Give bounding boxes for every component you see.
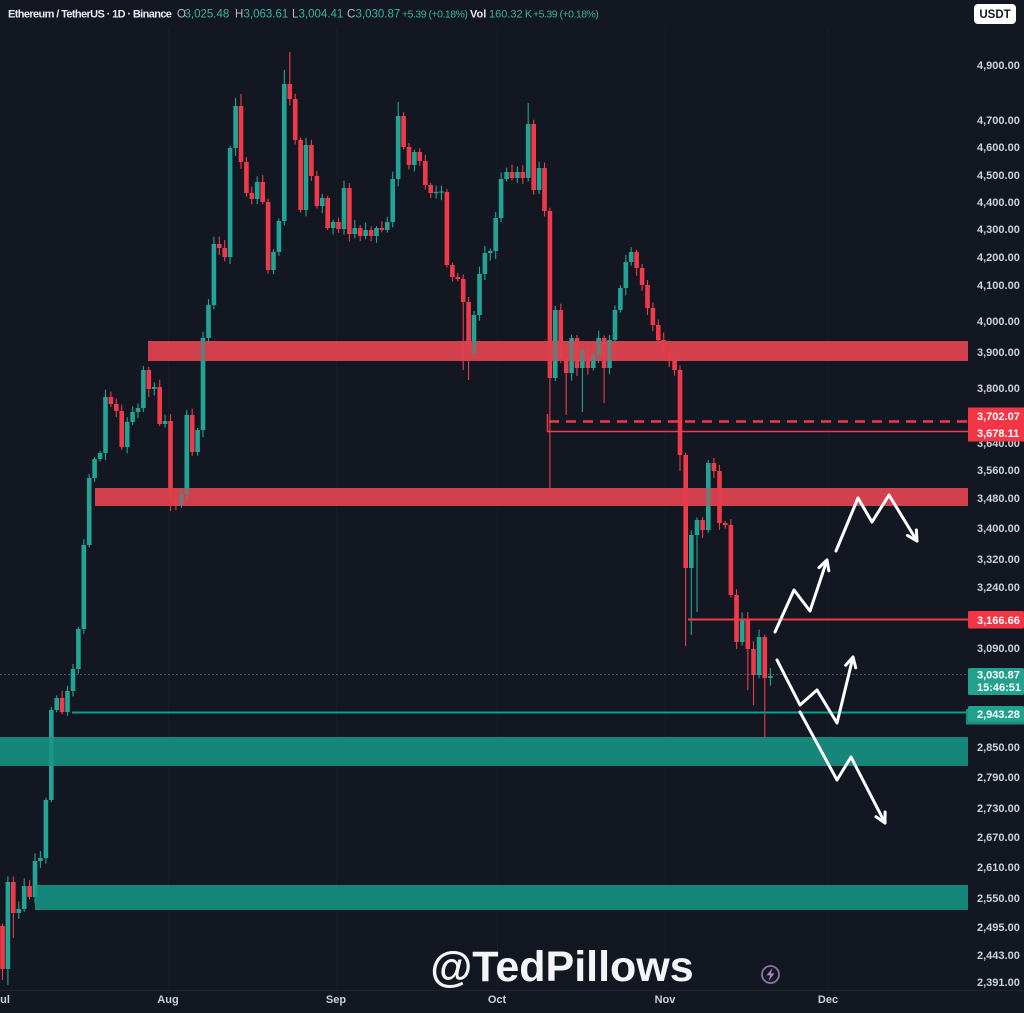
svg-text:@TedPillows: @TedPillows — [430, 943, 693, 991]
svg-text:Vol: Vol — [470, 9, 486, 21]
svg-text:3,800.00: 3,800.00 — [977, 383, 1020, 395]
svg-text:160.32 K: 160.32 K — [489, 9, 533, 21]
svg-text:3,560.00: 3,560.00 — [977, 465, 1020, 477]
svg-text:4,700.00: 4,700.00 — [977, 115, 1020, 127]
svg-text:Dec: Dec — [818, 994, 838, 1006]
svg-text:4,300.00: 4,300.00 — [977, 224, 1020, 236]
svg-text:2,443.00: 2,443.00 — [977, 950, 1020, 962]
svg-text:2,730.00: 2,730.00 — [977, 803, 1020, 815]
svg-text:3,090.00: 3,090.00 — [977, 643, 1020, 655]
svg-text:+5.39 (+0.18%): +5.39 (+0.18%) — [533, 9, 598, 21]
svg-text:3,166.66: 3,166.66 — [977, 615, 1020, 627]
svg-text:Aug: Aug — [157, 994, 178, 1006]
svg-text:3,678.11: 3,678.11 — [977, 428, 1019, 440]
svg-text:2,495.00: 2,495.00 — [977, 922, 1020, 934]
svg-text:Nov: Nov — [655, 994, 677, 1006]
svg-text:USDT: USDT — [979, 9, 1010, 21]
svg-text:3,702.07: 3,702.07 — [977, 411, 1020, 423]
svg-text:3,025.48: 3,025.48 — [185, 9, 230, 21]
svg-text:3,400.00: 3,400.00 — [977, 523, 1020, 535]
svg-text:4,900.00: 4,900.00 — [977, 60, 1020, 72]
svg-text:H: H — [235, 9, 243, 21]
svg-text:O: O — [177, 9, 186, 21]
svg-text:3,240.00: 3,240.00 — [977, 582, 1020, 594]
svg-text:3,320.00: 3,320.00 — [977, 554, 1020, 566]
svg-text:3,063.61: 3,063.61 — [244, 9, 289, 21]
svg-text:3,480.00: 3,480.00 — [977, 493, 1020, 505]
svg-text:15:46:51: 15:46:51 — [977, 682, 1021, 694]
svg-text:4,600.00: 4,600.00 — [977, 142, 1020, 154]
svg-text:4,100.00: 4,100.00 — [977, 280, 1020, 292]
svg-text:Sep: Sep — [326, 994, 346, 1006]
svg-text:Ethereum / TetherUS · 1D · Bin: Ethereum / TetherUS · 1D · Binance — [8, 9, 172, 21]
svg-text:2,670.00: 2,670.00 — [977, 832, 1020, 844]
svg-text:2,790.00: 2,790.00 — [977, 772, 1020, 784]
svg-text:2,610.00: 2,610.00 — [977, 862, 1020, 874]
svg-text:4,500.00: 4,500.00 — [977, 170, 1020, 182]
svg-text:Jul: Jul — [0, 994, 10, 1006]
svg-text:3,030.87: 3,030.87 — [356, 9, 401, 21]
svg-text:Oct: Oct — [488, 994, 507, 1006]
svg-text:C: C — [347, 9, 355, 21]
svg-text:4,200.00: 4,200.00 — [977, 252, 1020, 264]
svg-text:2,550.00: 2,550.00 — [977, 893, 1020, 905]
svg-text:4,000.00: 4,000.00 — [977, 316, 1020, 328]
svg-text:3,900.00: 3,900.00 — [977, 347, 1020, 359]
svg-text:+5.39 (+0.18%): +5.39 (+0.18%) — [402, 9, 467, 21]
svg-text:2,391.00: 2,391.00 — [977, 977, 1020, 989]
svg-text:3,030.87: 3,030.87 — [977, 670, 1020, 682]
svg-text:2,943.28: 2,943.28 — [977, 709, 1020, 721]
svg-text:L: L — [292, 9, 299, 21]
svg-text:4,400.00: 4,400.00 — [977, 197, 1020, 209]
svg-text:2,850.00: 2,850.00 — [977, 742, 1020, 754]
svg-text:3,004.41: 3,004.41 — [299, 9, 344, 21]
